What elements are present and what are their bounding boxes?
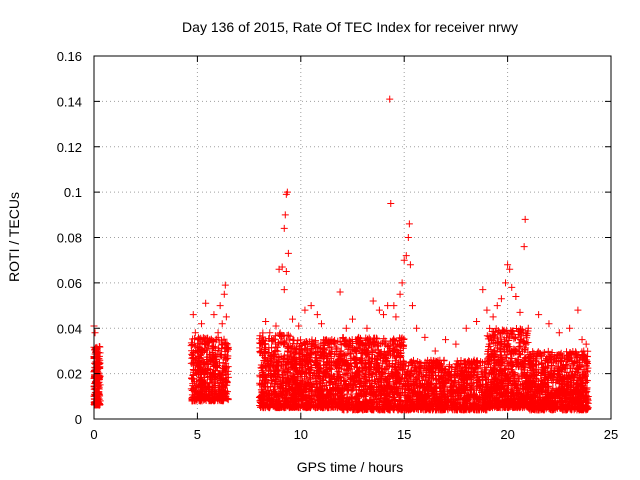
data-point	[194, 393, 202, 401]
data-point	[215, 385, 223, 393]
data-point	[193, 378, 201, 386]
data-point	[190, 359, 198, 367]
data-point	[199, 386, 207, 394]
data-point	[224, 345, 232, 353]
data-point	[195, 397, 203, 405]
data-point	[216, 392, 224, 400]
chart-title: Day 136 of 2015, Rate Of TEC Index for r…	[182, 19, 518, 35]
data-point	[198, 367, 206, 375]
data-point	[213, 362, 221, 370]
data-point	[196, 335, 204, 343]
grid-lines	[94, 56, 611, 419]
data-point	[197, 336, 205, 344]
data-point	[188, 354, 196, 362]
data-point	[209, 337, 217, 345]
data-point	[209, 383, 217, 391]
data-point	[219, 359, 227, 367]
data-point	[96, 372, 104, 380]
data-point	[203, 360, 211, 368]
data-point	[208, 373, 216, 381]
data-point	[222, 389, 230, 397]
data-point	[208, 351, 216, 359]
data-point	[195, 362, 203, 370]
data-point	[200, 339, 208, 347]
data-points	[90, 95, 592, 414]
data-point	[209, 370, 217, 378]
data-point	[224, 373, 232, 381]
data-point	[198, 387, 206, 395]
data-point	[219, 371, 227, 379]
data-point	[224, 395, 232, 403]
data-point	[91, 363, 99, 371]
data-point	[201, 395, 209, 403]
data-point	[189, 397, 197, 405]
data-point	[211, 390, 219, 398]
data-point	[205, 342, 213, 350]
data-point	[214, 344, 222, 352]
data-point	[208, 391, 216, 399]
data-point	[209, 363, 217, 371]
data-point	[215, 369, 223, 377]
data-point	[196, 354, 204, 362]
data-point	[95, 374, 103, 382]
data-point	[212, 355, 220, 363]
data-point	[196, 381, 204, 389]
data-point	[213, 350, 221, 358]
data-point	[203, 369, 211, 377]
data-point	[188, 386, 196, 394]
data-point	[194, 339, 202, 347]
data-point	[91, 385, 99, 393]
data-point	[195, 371, 203, 379]
data-point	[219, 397, 227, 405]
data-point	[187, 342, 195, 350]
data-point	[216, 376, 224, 384]
data-point	[223, 388, 231, 396]
data-point	[189, 366, 197, 374]
data-point	[210, 397, 218, 405]
data-point	[203, 346, 211, 354]
data-point	[220, 383, 228, 391]
data-point	[200, 396, 208, 404]
data-point	[92, 380, 100, 388]
data-point	[192, 395, 200, 403]
data-point	[205, 387, 213, 395]
data-point	[189, 335, 197, 343]
data-point	[223, 354, 231, 362]
data-point	[222, 364, 230, 372]
data-point	[221, 377, 229, 385]
data-point	[209, 351, 217, 359]
data-point	[218, 375, 226, 383]
